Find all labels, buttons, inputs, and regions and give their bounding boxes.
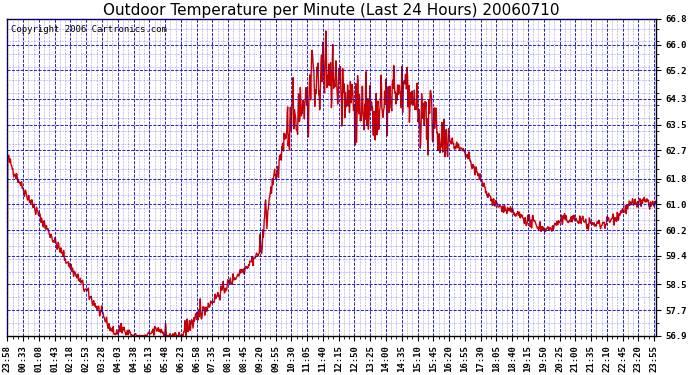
Text: Copyright 2006 Cartronics.com: Copyright 2006 Cartronics.com	[10, 25, 166, 34]
Title: Outdoor Temperature per Minute (Last 24 Hours) 20060710: Outdoor Temperature per Minute (Last 24 …	[104, 3, 560, 18]
